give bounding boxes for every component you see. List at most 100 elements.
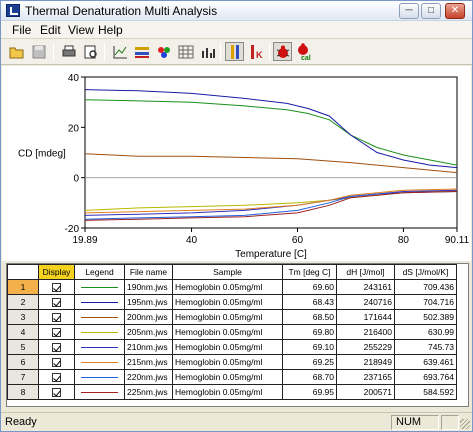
ds-cell[interactable]: 639.461 bbox=[394, 354, 457, 370]
tm-cell[interactable]: 68.50 bbox=[282, 309, 337, 325]
file-name-cell[interactable]: 215nm.jws bbox=[124, 354, 173, 370]
tm-cell[interactable]: 68.70 bbox=[282, 369, 337, 385]
table-row[interactable]: 3 200nm.jws Hemoglobin 0.05mg/ml 68.50 17164… bbox=[7, 309, 457, 325]
table-row[interactable]: 8 225nm.jws Hemoglobin 0.05mg/ml 69.95 20057… bbox=[7, 384, 457, 400]
row-number[interactable]: 1 bbox=[7, 279, 39, 295]
menu-view[interactable]: View bbox=[68, 23, 94, 37]
table-row[interactable]: 6 215nm.jws Hemoglobin 0.05mg/ml 69.25 21894… bbox=[7, 354, 457, 370]
header-display[interactable]: Display bbox=[38, 264, 75, 280]
table-row[interactable]: 2 195nm.jws Hemoglobin 0.05mg/ml 68.43 24071… bbox=[7, 294, 457, 310]
tm-cell[interactable]: 69.95 bbox=[282, 384, 337, 400]
row-number[interactable]: 3 bbox=[7, 309, 39, 325]
header-dh[interactable]: dH [J/mol] bbox=[336, 264, 395, 280]
sample-cell[interactable]: Hemoglobin 0.05mg/ml bbox=[172, 324, 283, 340]
row-number[interactable]: 5 bbox=[7, 339, 39, 355]
ds-cell[interactable]: 584.592 bbox=[394, 384, 457, 400]
menu-file[interactable]: File bbox=[12, 23, 32, 37]
resize-grip[interactable] bbox=[460, 419, 470, 429]
tm-cell[interactable]: 69.25 bbox=[282, 354, 337, 370]
tm-cell[interactable]: 69.10 bbox=[282, 339, 337, 355]
dh-cell[interactable]: 255229 bbox=[336, 339, 395, 355]
denaturation-calc-button[interactable] bbox=[273, 42, 292, 61]
close-button[interactable]: ✕ bbox=[445, 3, 465, 19]
sample-cell[interactable]: Hemoglobin 0.05mg/ml bbox=[172, 339, 283, 355]
display-checkbox[interactable] bbox=[52, 358, 61, 368]
file-name-cell[interactable]: 195nm.jws bbox=[124, 294, 173, 310]
table-row[interactable]: 1 190nm.jws Hemoglobin 0.05mg/ml 69.60 24316… bbox=[7, 279, 457, 295]
display-checkbox[interactable] bbox=[52, 388, 61, 398]
sample-cell[interactable]: Hemoglobin 0.05mg/ml bbox=[172, 309, 283, 325]
file-name-cell[interactable]: 220nm.jws bbox=[124, 369, 173, 385]
menu-edit[interactable]: Edit bbox=[40, 23, 61, 37]
bar-view-button[interactable] bbox=[198, 42, 217, 61]
dh-cell[interactable]: 243161 bbox=[336, 279, 395, 295]
chart-panel[interactable]: 19.89 40 60 80 90.11 40 20 0 -20 Temperature [C] C… bbox=[2, 66, 471, 261]
row-number[interactable]: 6 bbox=[7, 354, 39, 370]
header-legend[interactable]: Legend bbox=[74, 264, 125, 280]
print-button[interactable] bbox=[59, 42, 78, 61]
display-cell[interactable] bbox=[38, 384, 75, 400]
save-button[interactable] bbox=[29, 42, 48, 61]
chart-settings-button[interactable] bbox=[132, 42, 151, 61]
file-name-cell[interactable]: 205nm.jws bbox=[124, 324, 173, 340]
ds-cell[interactable]: 693.764 bbox=[394, 369, 457, 385]
print-preview-button[interactable] bbox=[81, 42, 100, 61]
denaturation-cal-button[interactable]: cal bbox=[294, 42, 313, 61]
row-number[interactable]: 8 bbox=[7, 384, 39, 400]
display-checkbox[interactable] bbox=[52, 328, 61, 338]
display-checkbox[interactable] bbox=[52, 283, 61, 293]
table-row[interactable]: 5 210nm.jws Hemoglobin 0.05mg/ml 69.10 25522… bbox=[7, 339, 457, 355]
display-cell[interactable] bbox=[38, 324, 75, 340]
display-cell[interactable] bbox=[38, 294, 75, 310]
row-number[interactable]: 7 bbox=[7, 369, 39, 385]
ds-cell[interactable]: 704.716 bbox=[394, 294, 457, 310]
sample-cell[interactable]: Hemoglobin 0.05mg/ml bbox=[172, 384, 283, 400]
tm-markers-button[interactable] bbox=[225, 42, 244, 61]
display-cell[interactable] bbox=[38, 279, 75, 295]
tm-cell[interactable]: 69.60 bbox=[282, 279, 337, 295]
file-name-cell[interactable]: 190nm.jws bbox=[124, 279, 173, 295]
results-table-panel[interactable]: Display Legend File name Sample Tm [deg … bbox=[6, 263, 469, 407]
sample-cell[interactable]: Hemoglobin 0.05mg/ml bbox=[172, 279, 283, 295]
display-cell[interactable] bbox=[38, 369, 75, 385]
file-name-cell[interactable]: 225nm.jws bbox=[124, 384, 173, 400]
display-checkbox[interactable] bbox=[52, 313, 61, 323]
open-button[interactable] bbox=[7, 42, 26, 61]
header-tm[interactable]: Tm [deg C] bbox=[282, 264, 337, 280]
menu-help[interactable]: Help bbox=[98, 23, 123, 37]
tm-cell[interactable]: 69.80 bbox=[282, 324, 337, 340]
dh-cell[interactable]: 240716 bbox=[336, 294, 395, 310]
dh-cell[interactable]: 200571 bbox=[336, 384, 395, 400]
ds-cell[interactable]: 709.436 bbox=[394, 279, 457, 295]
display-checkbox[interactable] bbox=[52, 343, 61, 353]
sample-cell[interactable]: Hemoglobin 0.05mg/ml bbox=[172, 369, 283, 385]
minimize-button[interactable]: ─ bbox=[399, 3, 419, 19]
tm-cell[interactable]: 68.43 bbox=[282, 294, 337, 310]
file-name-cell[interactable]: 210nm.jws bbox=[124, 339, 173, 355]
ds-cell[interactable]: 630.99 bbox=[394, 324, 457, 340]
sample-cell[interactable]: Hemoglobin 0.05mg/ml bbox=[172, 294, 283, 310]
table-view-button[interactable] bbox=[176, 42, 195, 61]
header-sample[interactable]: Sample bbox=[172, 264, 283, 280]
maximize-button[interactable]: □ bbox=[421, 3, 441, 19]
dh-cell[interactable]: 218949 bbox=[336, 354, 395, 370]
display-checkbox[interactable] bbox=[52, 298, 61, 308]
table-row[interactable]: 7 220nm.jws Hemoglobin 0.05mg/ml 68.70 23716… bbox=[7, 369, 457, 385]
cd-temperature-chart[interactable]: 19.89 40 60 80 90.11 40 20 0 -20 Temperature [C] C… bbox=[2, 66, 471, 261]
color-settings-button[interactable] bbox=[154, 42, 173, 61]
tm-k-button[interactable]: K bbox=[247, 42, 266, 61]
ds-cell[interactable]: 745.73 bbox=[394, 339, 457, 355]
header-file-name[interactable]: File name bbox=[124, 264, 173, 280]
dh-cell[interactable]: 171644 bbox=[336, 309, 395, 325]
chart-view-button[interactable] bbox=[110, 42, 129, 61]
header-ds[interactable]: dS [J/mol/K] bbox=[394, 264, 457, 280]
title-bar[interactable]: Thermal Denaturation Multi Analysis ─ □ … bbox=[1, 1, 472, 21]
row-number[interactable]: 2 bbox=[7, 294, 39, 310]
display-cell[interactable] bbox=[38, 309, 75, 325]
row-number[interactable]: 4 bbox=[7, 324, 39, 340]
display-cell[interactable] bbox=[38, 339, 75, 355]
display-checkbox[interactable] bbox=[52, 373, 61, 383]
ds-cell[interactable]: 502.389 bbox=[394, 309, 457, 325]
display-cell[interactable] bbox=[38, 354, 75, 370]
dh-cell[interactable]: 237165 bbox=[336, 369, 395, 385]
